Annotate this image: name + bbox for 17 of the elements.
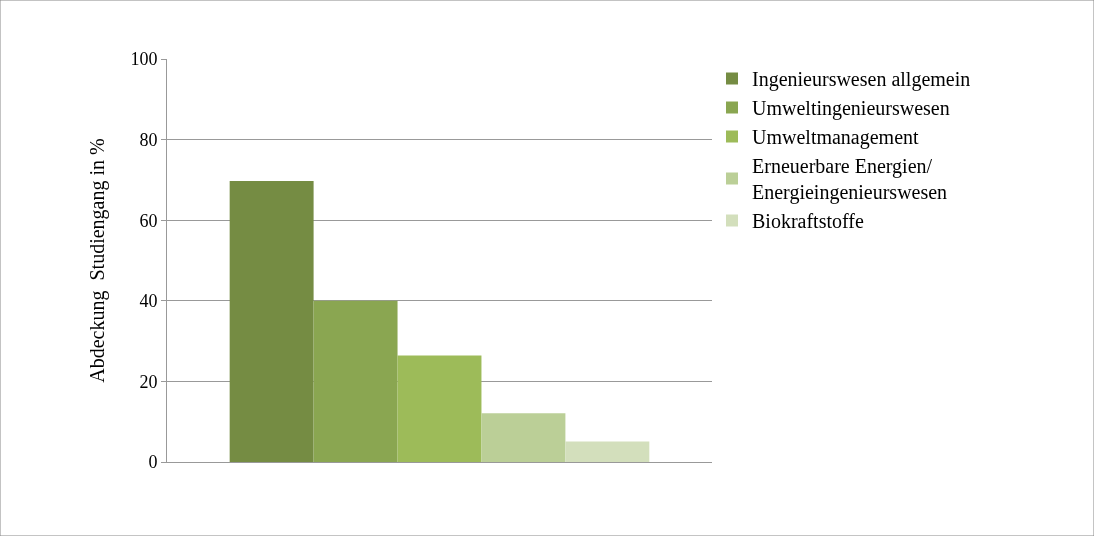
y-tick-label: 40 — [139, 291, 158, 312]
y-tick-label: 0 — [148, 452, 158, 473]
y-axis-title: Abdeckung Studiengang in % — [85, 138, 109, 383]
y-tick-label: 60 — [139, 210, 158, 231]
bar — [397, 355, 482, 462]
y-tick-label: 100 — [130, 49, 158, 70]
legend-label: Ingenieurswesen allgemein — [752, 68, 971, 92]
legend-label: Umweltingenieurswesen — [752, 97, 950, 121]
legend-label: Umweltmanagement — [752, 126, 920, 150]
bar — [481, 413, 566, 462]
bar — [229, 181, 314, 462]
y-tick-label: 20 — [139, 371, 158, 392]
legend-label: Erneuerbare Energien/ Energieingenieurswesen — [752, 155, 948, 205]
legend-label: Biokraftstoffe — [752, 210, 864, 233]
y-tick-label: 80 — [139, 129, 158, 150]
bar — [313, 300, 398, 462]
bar — [565, 441, 650, 462]
